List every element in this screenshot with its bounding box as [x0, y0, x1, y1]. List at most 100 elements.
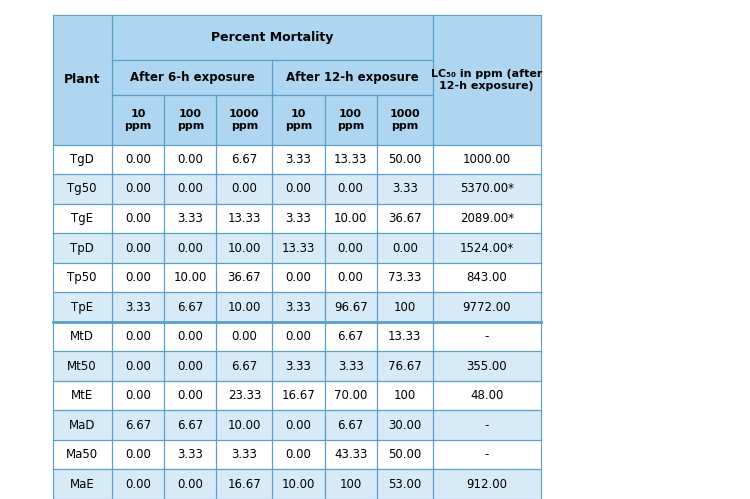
- Bar: [112, 174, 164, 204]
- Bar: [53, 292, 112, 322]
- Bar: [164, 95, 217, 145]
- Bar: [272, 292, 325, 322]
- Text: 100
ppm: 100 ppm: [177, 109, 204, 131]
- Text: 0.00: 0.00: [177, 242, 203, 254]
- Bar: [112, 292, 164, 322]
- Text: 13.33: 13.33: [334, 153, 368, 166]
- Text: 23.33: 23.33: [228, 389, 261, 402]
- Text: Ma50: Ma50: [66, 448, 98, 461]
- Bar: [325, 351, 376, 381]
- Bar: [272, 234, 325, 263]
- Text: After 12-h exposure: After 12-h exposure: [286, 71, 418, 84]
- Bar: [217, 95, 272, 145]
- Bar: [112, 263, 164, 292]
- Text: Tg50: Tg50: [68, 183, 97, 196]
- Text: 10.00: 10.00: [228, 419, 261, 432]
- Text: 70.00: 70.00: [334, 389, 368, 402]
- Text: 53.00: 53.00: [388, 478, 422, 491]
- Text: 50.00: 50.00: [388, 153, 422, 166]
- Bar: [325, 234, 376, 263]
- Bar: [376, 204, 433, 234]
- Bar: [325, 440, 376, 470]
- Text: 73.33: 73.33: [388, 271, 422, 284]
- Bar: [164, 322, 217, 351]
- Bar: [217, 234, 272, 263]
- Bar: [272, 410, 325, 440]
- Bar: [217, 145, 272, 174]
- Bar: [53, 263, 112, 292]
- Bar: [272, 263, 325, 292]
- Text: 0.00: 0.00: [125, 478, 151, 491]
- Text: 0.00: 0.00: [338, 183, 364, 196]
- Text: 0.00: 0.00: [286, 419, 311, 432]
- Bar: [376, 145, 433, 174]
- Text: 0.00: 0.00: [232, 330, 257, 343]
- Text: 76.67: 76.67: [388, 360, 422, 373]
- Bar: [217, 440, 272, 470]
- Text: 1000
ppm: 1000 ppm: [229, 109, 260, 131]
- Bar: [433, 145, 541, 174]
- Text: 96.67: 96.67: [334, 300, 368, 313]
- Text: 100
ppm: 100 ppm: [337, 109, 364, 131]
- Bar: [53, 410, 112, 440]
- Bar: [376, 381, 433, 410]
- Text: 6.67: 6.67: [338, 419, 364, 432]
- Text: 0.00: 0.00: [286, 183, 311, 196]
- Bar: [164, 410, 217, 440]
- Text: 3.33: 3.33: [125, 300, 151, 313]
- Text: 3.33: 3.33: [286, 360, 311, 373]
- Text: Percent Mortality: Percent Mortality: [211, 31, 334, 44]
- Text: 0.00: 0.00: [232, 183, 257, 196]
- Bar: [112, 204, 164, 234]
- Bar: [112, 440, 164, 470]
- Text: -: -: [484, 330, 489, 343]
- Bar: [164, 263, 217, 292]
- Text: 10
ppm: 10 ppm: [124, 109, 152, 131]
- Bar: [217, 381, 272, 410]
- Text: 0.00: 0.00: [286, 330, 311, 343]
- Bar: [272, 95, 325, 145]
- Bar: [112, 145, 164, 174]
- Bar: [272, 470, 325, 499]
- Bar: [112, 351, 164, 381]
- Text: TgD: TgD: [70, 153, 94, 166]
- Bar: [164, 204, 217, 234]
- Text: 3.33: 3.33: [338, 360, 364, 373]
- Text: 0.00: 0.00: [125, 153, 151, 166]
- Bar: [433, 263, 541, 292]
- Text: 3.33: 3.33: [392, 183, 418, 196]
- Bar: [217, 292, 272, 322]
- Text: 0.00: 0.00: [177, 389, 203, 402]
- Bar: [53, 145, 112, 174]
- Text: 10.00: 10.00: [228, 300, 261, 313]
- Text: 3.33: 3.33: [177, 212, 203, 225]
- Bar: [433, 351, 541, 381]
- Text: 3.33: 3.33: [177, 448, 203, 461]
- Bar: [433, 440, 541, 470]
- Text: 10.00: 10.00: [173, 271, 207, 284]
- Bar: [217, 263, 272, 292]
- Text: 3.33: 3.33: [286, 300, 311, 313]
- Bar: [217, 204, 272, 234]
- Text: 3.33: 3.33: [286, 212, 311, 225]
- Bar: [164, 145, 217, 174]
- Text: 100: 100: [340, 478, 362, 491]
- Text: 36.67: 36.67: [388, 212, 422, 225]
- Bar: [217, 174, 272, 204]
- Bar: [272, 145, 325, 174]
- Bar: [53, 174, 112, 204]
- Bar: [164, 381, 217, 410]
- Text: TgE: TgE: [71, 212, 93, 225]
- Bar: [376, 263, 433, 292]
- Text: -: -: [484, 448, 489, 461]
- Text: 355.00: 355.00: [466, 360, 507, 373]
- Text: 10
ppm: 10 ppm: [285, 109, 312, 131]
- Bar: [217, 351, 272, 381]
- Bar: [376, 95, 433, 145]
- Text: 0.00: 0.00: [177, 330, 203, 343]
- Bar: [112, 234, 164, 263]
- Text: 0.00: 0.00: [125, 448, 151, 461]
- Text: 13.33: 13.33: [228, 212, 261, 225]
- Bar: [325, 263, 376, 292]
- Bar: [325, 204, 376, 234]
